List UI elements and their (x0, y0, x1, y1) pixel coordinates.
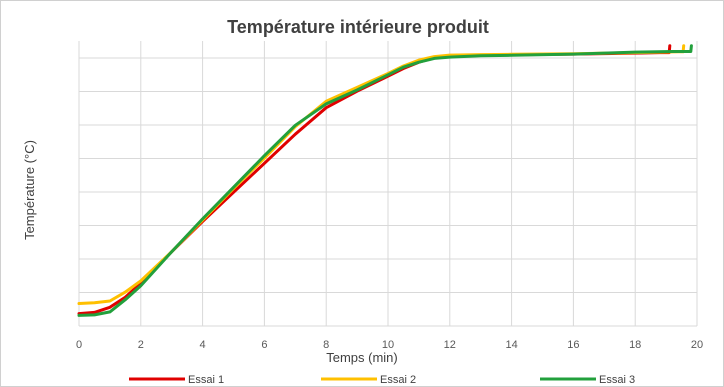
chart-title: Température intérieure produit (227, 17, 489, 37)
x-tick-label: 2 (138, 339, 144, 351)
gridlines (78, 41, 698, 327)
x-axis-title: Temps (min) (326, 350, 398, 365)
legend-label-1: Essai 1 (188, 374, 224, 386)
x-tick-label: 6 (261, 339, 267, 351)
series-line-2 (77, 44, 686, 305)
x-tick-label: 12 (444, 339, 456, 351)
legend-label-2: Essai 2 (380, 374, 416, 386)
series-lines (77, 44, 693, 317)
y-axis-title: Température (°C) (22, 140, 37, 240)
legend: Essai 1 Essai 2 Essai 3 (129, 374, 635, 386)
series-line-3 (77, 44, 693, 317)
x-tick-label: 10 (382, 339, 394, 351)
x-tick-label: 20 (691, 339, 703, 351)
x-axis-ticks: 0 2 4 6 8 10 12 14 16 18 20 (76, 339, 703, 351)
x-tick-label: 4 (200, 339, 206, 351)
legend-label-3: Essai 3 (599, 374, 635, 386)
x-tick-label: 0 (76, 339, 82, 351)
series-line-1 (77, 44, 672, 316)
x-tick-label: 16 (567, 339, 579, 351)
x-tick-label: 14 (505, 339, 517, 351)
x-tick-label: 8 (323, 339, 329, 351)
x-tick-label: 18 (629, 339, 641, 351)
